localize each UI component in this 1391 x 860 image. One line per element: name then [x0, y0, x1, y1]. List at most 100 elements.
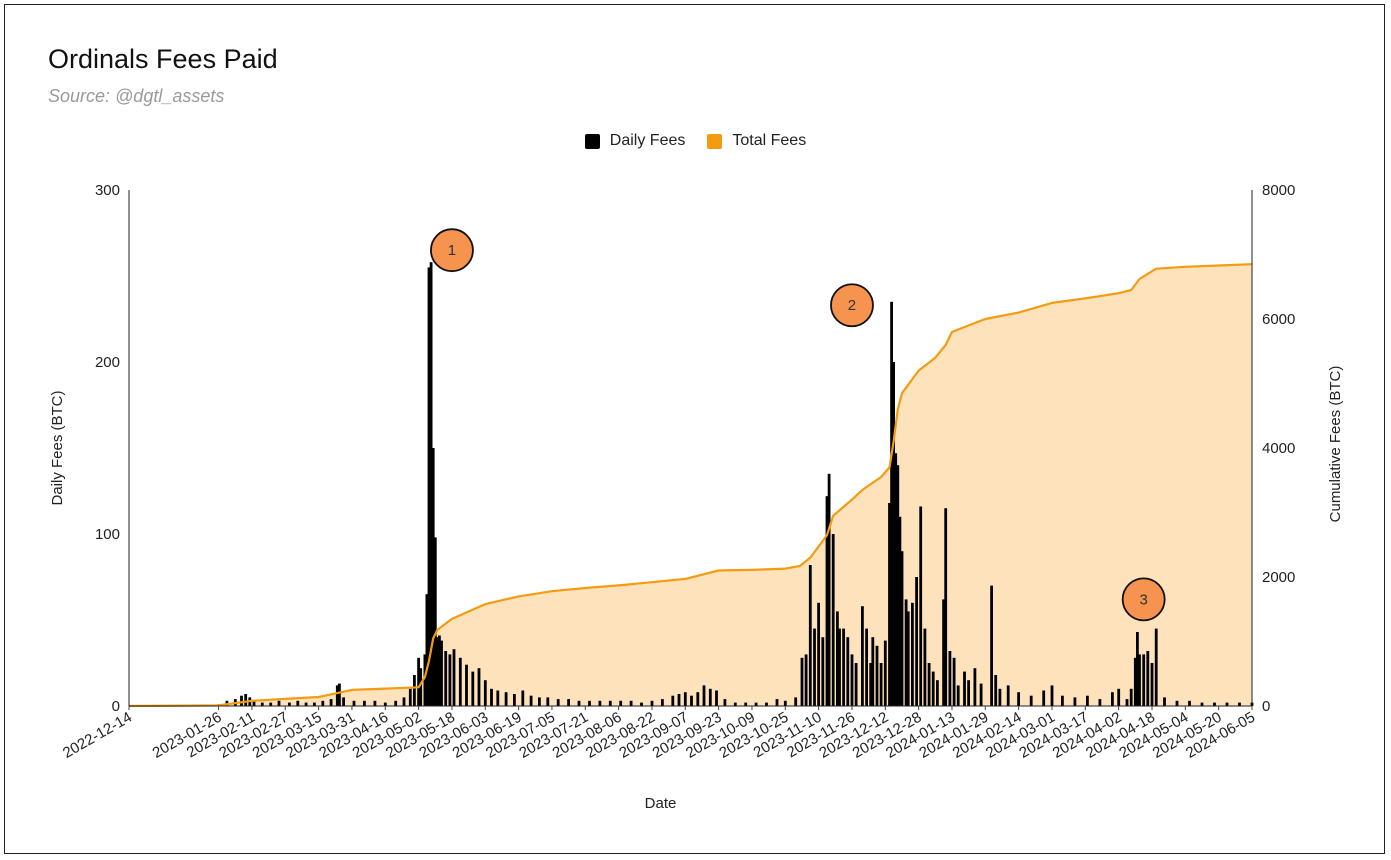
- daily-fees-bar: [363, 700, 366, 706]
- annotation-marker: [830, 283, 874, 328]
- daily-fees-bar: [836, 611, 839, 706]
- daily-fees-bar: [244, 694, 248, 706]
- total-fees-area: [129, 264, 1252, 706]
- daily-fees-bar: [629, 700, 633, 706]
- daily-fees-bar: [252, 700, 256, 706]
- daily-fees-bar: [477, 668, 481, 706]
- daily-fees-bar: [808, 565, 812, 706]
- y-right-tick-label: 0: [1262, 698, 1270, 715]
- daily-fees-bar: [425, 594, 429, 706]
- daily-fees-bar: [990, 585, 993, 706]
- daily-fees-bar: [1006, 685, 1010, 706]
- daily-fees-bar: [394, 700, 398, 706]
- daily-fees-bar: [402, 697, 406, 706]
- daily-fees-bar: [436, 637, 439, 706]
- daily-fees-bar: [923, 628, 927, 706]
- daily-fees-bar: [1029, 695, 1033, 706]
- daily-fees-bar: [1146, 651, 1150, 706]
- daily-fees-bar: [821, 637, 825, 706]
- daily-fees-bar: [1073, 697, 1077, 706]
- daily-fees-bar: [342, 697, 345, 706]
- daily-fees-bar: [683, 692, 687, 706]
- daily-fees-bar: [956, 685, 960, 706]
- daily-fees-bar: [1050, 685, 1054, 706]
- daily-fees-bar: [260, 702, 264, 706]
- daily-fees-bar: [690, 695, 693, 706]
- daily-fees-bar: [496, 690, 500, 706]
- daily-fees-bar: [1150, 663, 1154, 706]
- daily-fees-bar: [911, 602, 914, 706]
- daily-fees-bar: [754, 702, 758, 706]
- daily-fees-bar: [861, 606, 864, 706]
- daily-fees-bar: [529, 695, 533, 706]
- daily-fees-bar: [800, 657, 804, 706]
- daily-fees-bar: [931, 671, 935, 706]
- daily-fees-bar: [321, 700, 325, 706]
- daily-fees-bar: [915, 577, 918, 706]
- daily-fees-bar: [944, 508, 948, 706]
- y-right-tick-label: 6000: [1262, 311, 1295, 328]
- daily-fees-bar: [1117, 688, 1121, 706]
- daily-fees-bar: [640, 702, 643, 706]
- daily-fees-bar: [1061, 695, 1064, 706]
- daily-fees-bar: [723, 699, 727, 706]
- daily-fees-bar: [696, 692, 700, 706]
- daily-fees-bar: [521, 690, 525, 706]
- daily-fees-bar: [948, 651, 952, 706]
- daily-fees-bar: [471, 671, 475, 706]
- daily-fees-bar: [1136, 632, 1139, 706]
- daily-fees-bar: [733, 702, 737, 706]
- daily-fees-bar: [619, 700, 623, 706]
- daily-fees-bar: [556, 699, 560, 706]
- daily-fees-bar: [963, 671, 966, 706]
- daily-fees-bar: [429, 262, 433, 706]
- daily-fees-bar: [240, 695, 243, 706]
- daily-fees-bar: [875, 645, 879, 706]
- daily-fees-bar: [1175, 700, 1179, 706]
- daily-fees-bar: [408, 688, 412, 706]
- daily-fees-bar: [448, 654, 452, 706]
- daily-fees-bar: [1163, 697, 1166, 706]
- daily-fees-bar: [504, 692, 508, 706]
- legend-label-daily-fees: Daily Fees: [609, 132, 686, 149]
- total-fees-area-layer: [129, 264, 1252, 706]
- daily-fees-bar: [1142, 654, 1146, 706]
- daily-fees-bar: [1098, 699, 1102, 706]
- daily-fees-bar: [373, 700, 377, 706]
- chart-subtitle: Source: @dgtl_assets: [48, 86, 225, 106]
- legend-item-daily-fees[interactable]: Daily Fees: [584, 132, 686, 150]
- daily-fees-bar: [894, 453, 898, 706]
- legend-item-total-fees[interactable]: Total Fees: [707, 132, 806, 150]
- y-left-tick-label: 200: [95, 354, 120, 371]
- daily-fees-bar: [827, 473, 831, 706]
- daily-fees-bar: [423, 654, 427, 706]
- daily-fees-bar: [846, 637, 850, 706]
- daily-fees-bar: [431, 448, 435, 706]
- annotation-marker: [1121, 577, 1166, 622]
- daily-fees-bar: [465, 664, 468, 706]
- daily-fees-bar: [783, 700, 787, 706]
- daily-fees-bar: [427, 267, 431, 706]
- annotation-marker: [430, 228, 474, 273]
- daily-fees-bar: [277, 700, 281, 706]
- daily-fees-bar: [825, 496, 829, 706]
- daily-fees-bar: [942, 599, 945, 706]
- daily-fees-bar: [288, 702, 291, 706]
- daily-fees-bar: [892, 362, 895, 706]
- daily-fees-bar: [896, 465, 900, 706]
- daily-fees-bar: [813, 628, 816, 706]
- daily-fees-bar: [898, 516, 902, 706]
- daily-fees-bar: [546, 697, 550, 706]
- daily-fees-bar: [1125, 699, 1129, 706]
- daily-fees-bar: [973, 668, 977, 706]
- daily-fees-bar: [869, 663, 873, 706]
- daily-fees-bar: [444, 651, 448, 706]
- daily-fees-bar: [890, 301, 893, 706]
- daily-fees-bar: [1086, 695, 1089, 706]
- x-axis-title: Date: [645, 795, 677, 812]
- y-left-tick-label: 300: [95, 182, 120, 199]
- y-right-tick-label: 4000: [1262, 440, 1295, 457]
- legend-label-total-fees: Total Fees: [732, 132, 807, 149]
- legend-swatch-total-fees: [707, 133, 723, 149]
- daily-fees-bar: [904, 599, 908, 706]
